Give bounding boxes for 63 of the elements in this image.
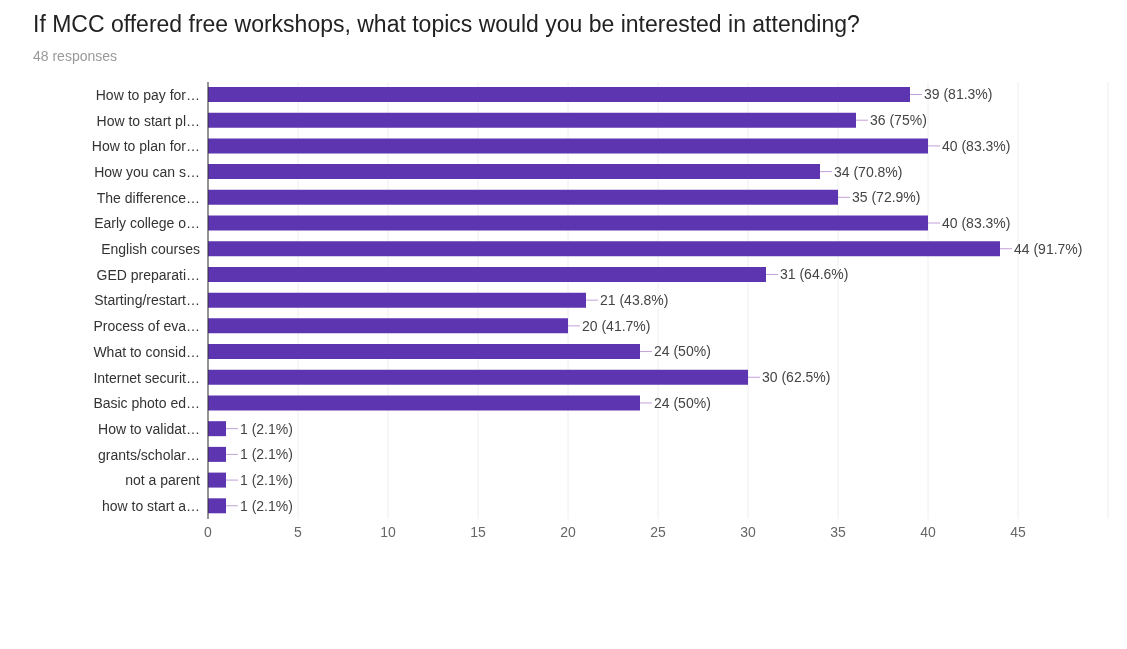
bar [208,318,568,334]
bar [208,472,226,488]
bar [208,138,928,154]
data-label: 24 (50%) [654,343,711,360]
y-tick-label: Starting/restart… [94,292,200,309]
y-tick-label: How to plan for… [91,138,200,155]
x-tick-label: 0 [204,523,213,540]
y-tick-label: How you can s… [94,163,200,180]
x-tick-label: 35 [830,523,846,540]
y-tick-label: How to pay for… [95,86,200,103]
x-tick-label: 10 [380,523,396,540]
x-tick-label: 15 [470,523,486,540]
y-tick-label: How to validat… [98,421,200,437]
y-tick-label: Process of eva… [93,318,200,335]
data-label: 39 (81.3%) [924,86,993,103]
x-tick-label: 45 [1010,523,1026,540]
y-tick-label: Basic photo ed… [93,395,200,412]
y-tick-label: Early college o… [94,215,200,232]
data-label: 35 (72.9%) [852,189,921,206]
y-tick-label: not a parent [125,472,201,489]
bar [208,344,640,360]
x-tick-label: 5 [294,523,303,540]
bar [208,112,856,128]
x-tick-label: 40 [920,523,936,540]
data-label: 1 (2.1%) [240,497,293,514]
y-tick-label: grants/scholar… [98,446,200,463]
data-label: 31 (64.6%) [780,266,849,283]
bar [208,189,838,205]
x-tick-label: 30 [740,523,756,540]
bar [208,395,640,411]
data-label: 30 (62.5%) [762,369,831,386]
y-tick-label: GED preparati… [96,266,200,283]
data-label: 34 (70.8%) [834,163,903,180]
bar [208,421,226,437]
bar [208,215,928,231]
bar [208,164,820,180]
bar [208,292,586,308]
data-label: 20 (41.7%) [582,317,651,334]
data-label: 24 (50%) [654,394,711,411]
data-label: 1 (2.1%) [240,420,293,437]
data-label: 1 (2.1%) [240,471,293,488]
y-tick-label: how to start a… [101,498,200,515]
text: 48 responses [32,48,119,64]
data-label: 44 (91.7%) [1014,240,1083,257]
bar [208,498,226,514]
y-tick-label: What to consid… [93,343,200,360]
y-tick-label: Internet securit… [93,369,200,386]
bar [208,369,748,385]
data-label: 40 (83.3%) [942,214,1011,231]
data-label: 36 (75%) [870,112,927,129]
bar [208,446,226,462]
data-label: 21 (43.8%) [600,292,669,309]
bar [208,241,1000,257]
y-tick-label: The difference… [96,189,200,206]
bar [208,87,910,102]
x-tick-label: 25 [650,523,666,540]
x-tick-label: 20 [560,523,576,540]
y-tick-label: English courses [101,241,200,258]
chart-title: If MCC offered free workshops, what topics would you be interested in attending? [32,10,861,39]
y-tick-label: How to start pl… [96,112,200,129]
bar [208,266,766,282]
data-label: 1 (2.1%) [240,446,293,463]
data-label: 40 (83.3%) [942,137,1011,154]
